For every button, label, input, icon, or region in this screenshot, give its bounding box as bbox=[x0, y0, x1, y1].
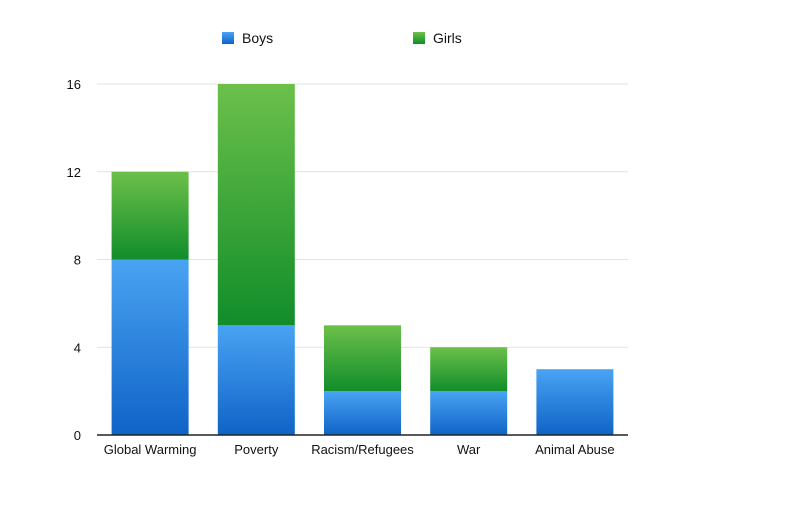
bar-poverty-boys bbox=[217, 325, 295, 435]
x-tick-label-war: War bbox=[457, 442, 481, 457]
x-tick-label-animal-abuse: Animal Abuse bbox=[535, 442, 615, 457]
legend-swatch-boys bbox=[222, 32, 234, 44]
legend-label-boys: Boys bbox=[242, 30, 273, 46]
bar-poverty-girls bbox=[217, 84, 295, 326]
x-tick-label-racism-refugees: Racism/Refugees bbox=[311, 442, 414, 457]
y-tick-label-4: 4 bbox=[74, 340, 81, 355]
y-tick-label-8: 8 bbox=[74, 253, 81, 268]
legend-swatch-girls bbox=[413, 32, 425, 44]
bar-global-warming-boys bbox=[111, 259, 189, 435]
legend: Boys Girls bbox=[222, 30, 462, 46]
legend-label-girls: Girls bbox=[433, 30, 462, 46]
axes: 0 4 8 12 16 Global Warming Poverty Racism/Refug… bbox=[67, 77, 628, 457]
y-tick-label-0: 0 bbox=[74, 428, 81, 443]
bar-war-boys bbox=[430, 391, 508, 435]
bars bbox=[111, 84, 614, 435]
bar-war-girls bbox=[430, 347, 508, 392]
bar-racism-refugees-girls bbox=[324, 325, 401, 392]
x-tick-label-poverty: Poverty bbox=[234, 442, 279, 457]
bar-animal-abuse-boys bbox=[536, 369, 614, 435]
y-tick-label-12: 12 bbox=[67, 165, 81, 180]
bar-global-warming-girls bbox=[111, 171, 189, 260]
x-tick-label-global-warming: Global Warming bbox=[104, 442, 197, 457]
y-tick-label-16: 16 bbox=[67, 77, 81, 92]
bar-racism-refugees-boys bbox=[324, 391, 401, 435]
